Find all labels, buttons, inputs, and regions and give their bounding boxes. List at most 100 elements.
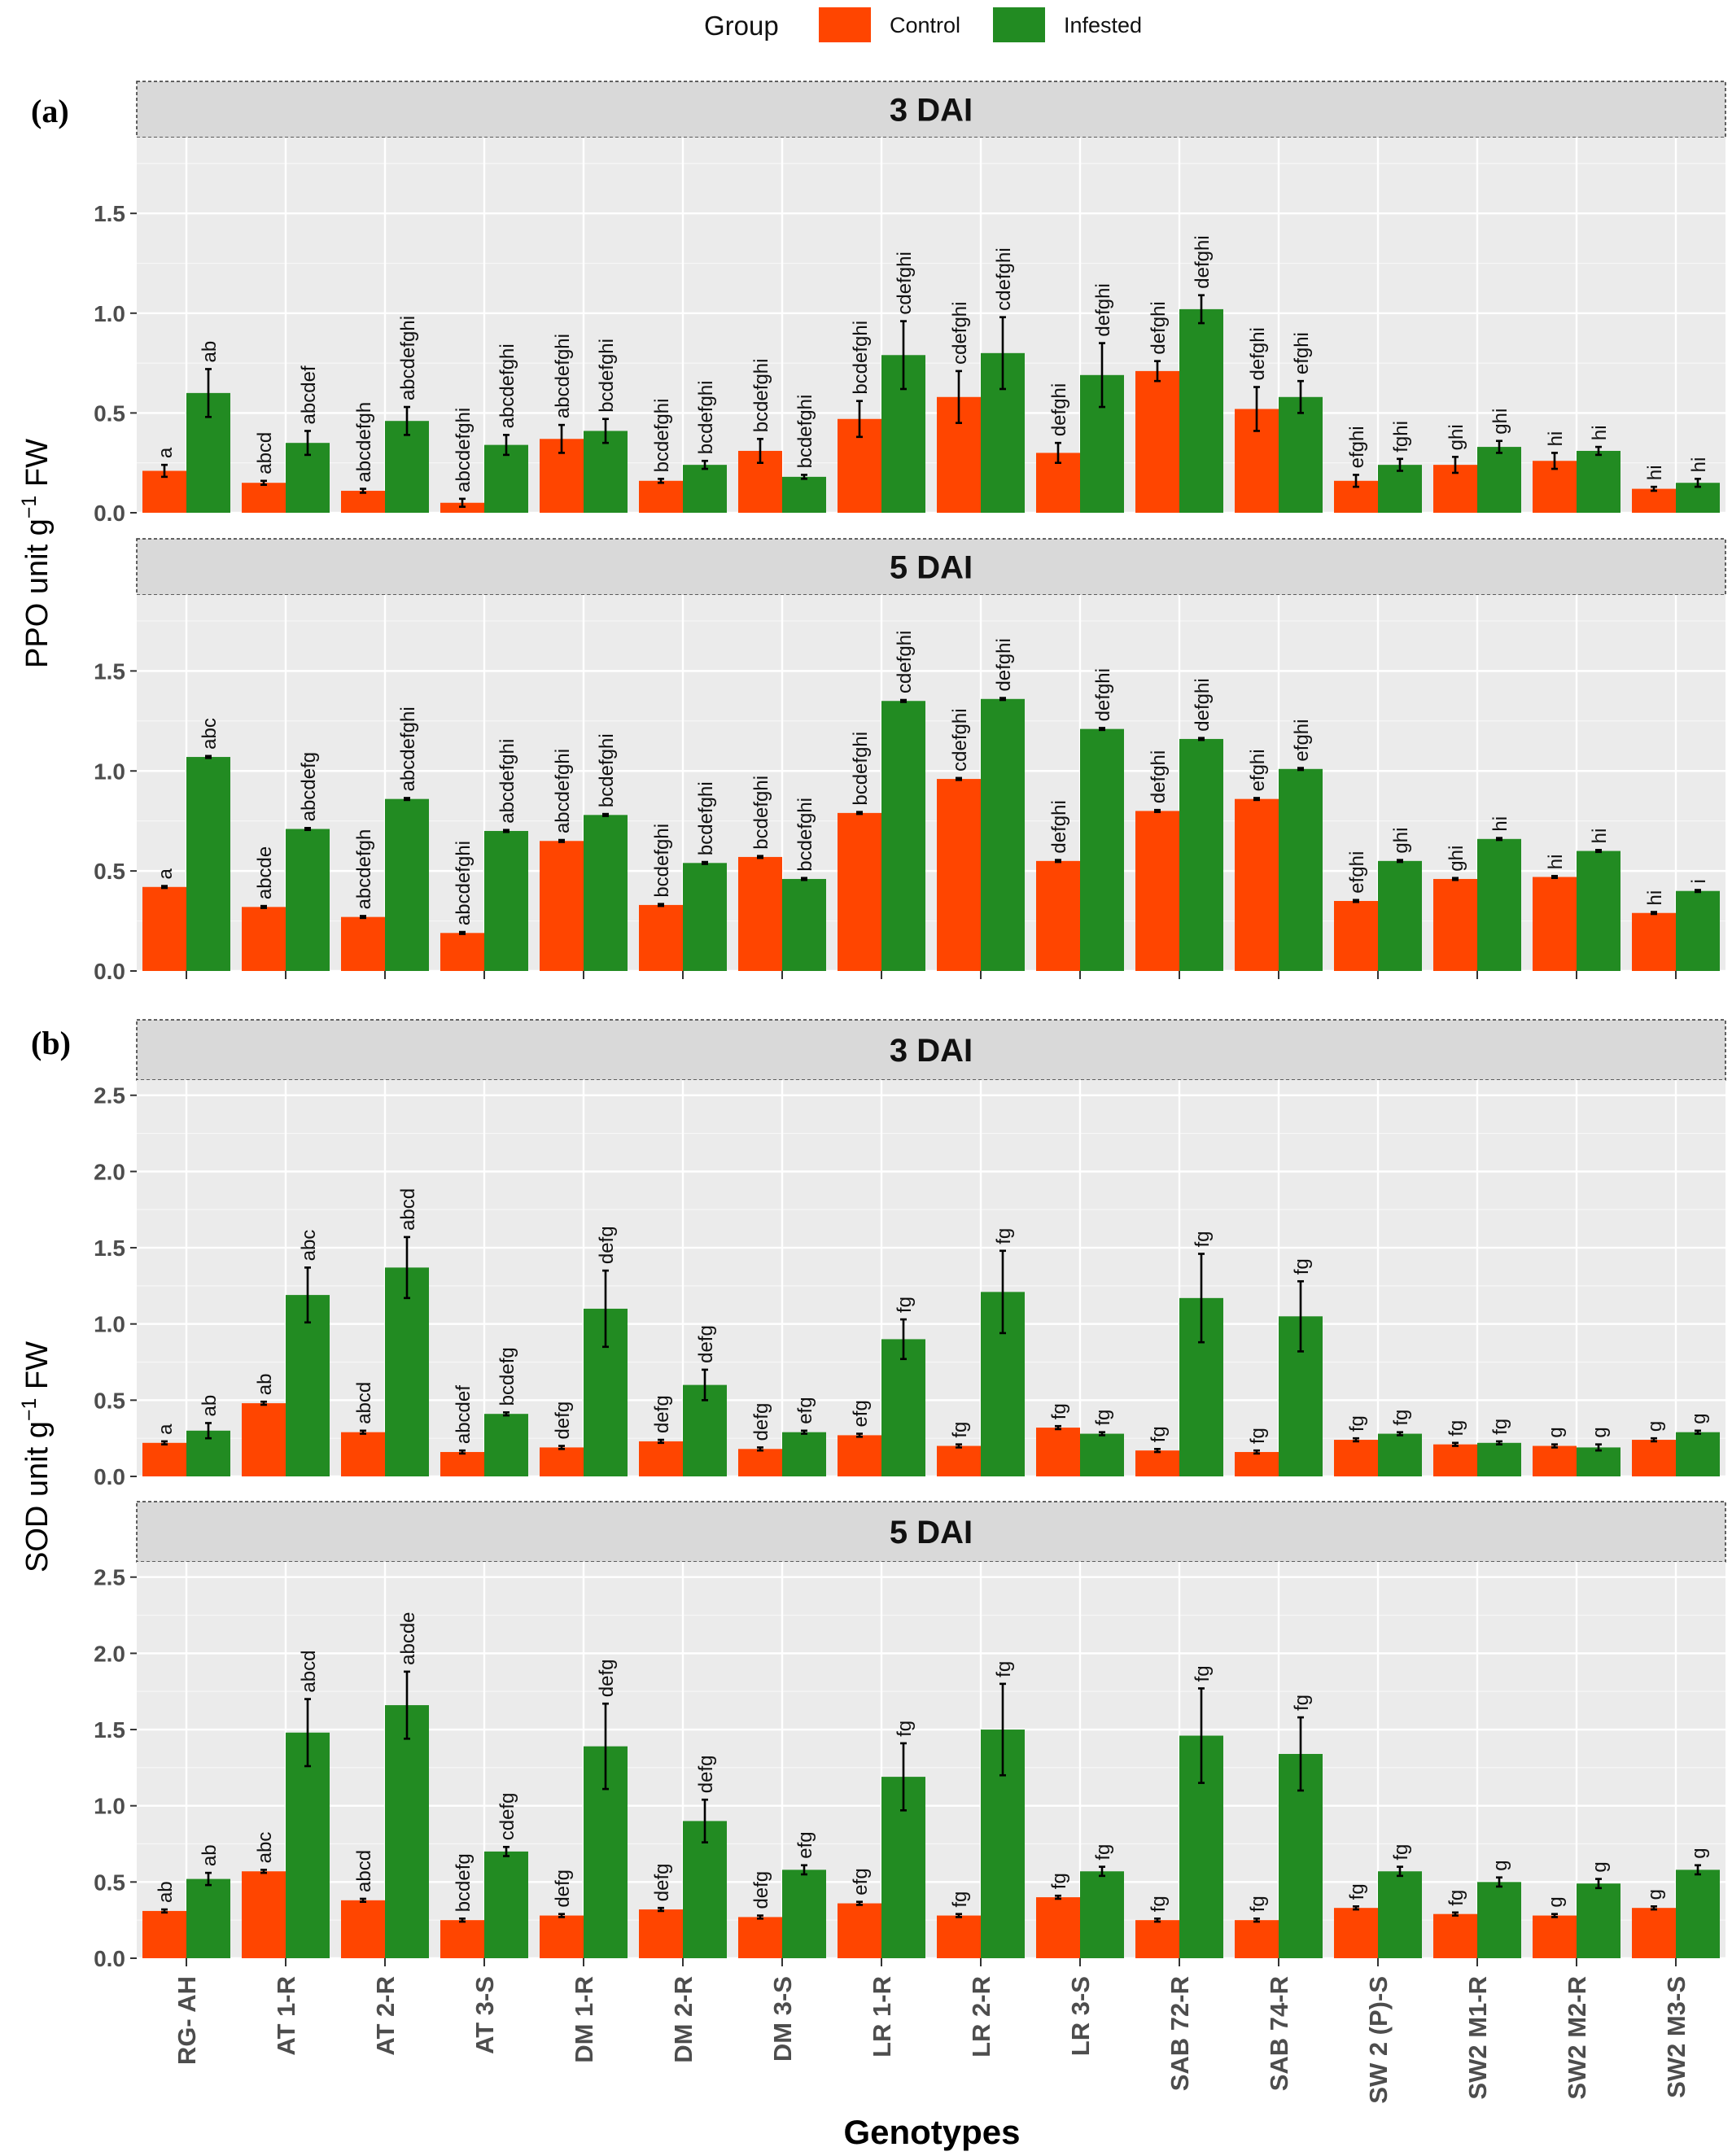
significance-letter: fg bbox=[1390, 1844, 1412, 1861]
x-tick-label: LR 1-R bbox=[868, 1976, 896, 2058]
bar-control-10 bbox=[1135, 370, 1179, 513]
bar-control-10 bbox=[1135, 1450, 1179, 1476]
significance-letter: ghi bbox=[1446, 424, 1467, 450]
bar-control-13 bbox=[1433, 1444, 1477, 1476]
significance-letter: abcde bbox=[254, 846, 276, 899]
significance-letter: defg bbox=[651, 1395, 673, 1433]
bar-control-0 bbox=[142, 1910, 186, 1958]
bar-infested-9 bbox=[1080, 1433, 1124, 1476]
significance-letter: fg bbox=[1092, 1844, 1114, 1861]
significance-letter: bcdefghi bbox=[651, 399, 673, 473]
bar-control-10 bbox=[1135, 811, 1179, 971]
bar-infested-12 bbox=[1378, 1433, 1422, 1476]
bar-infested-0 bbox=[186, 1878, 230, 1958]
bar-infested-15 bbox=[1676, 1432, 1720, 1476]
facet-sod-1: 5 DAI 0.0 0.5 1.0 1.5 2.0 2.5 ab abc abcd bcdefg de… bbox=[94, 1501, 1726, 1971]
significance-letter: g bbox=[1545, 1427, 1567, 1437]
significance-letter: fg bbox=[1048, 1403, 1070, 1419]
significance-letter: fg bbox=[949, 1422, 971, 1438]
significance-letter: defghi bbox=[1092, 283, 1114, 336]
bar-control-13 bbox=[1433, 878, 1477, 971]
significance-letter: bcdefghi bbox=[695, 781, 717, 855]
bar-infested-4 bbox=[584, 431, 628, 513]
facet-strip bbox=[136, 1019, 1726, 1081]
significance-letter: fg bbox=[1247, 1896, 1269, 1912]
bar-control-0 bbox=[142, 1442, 186, 1476]
significance-letter: bcdefghi bbox=[651, 824, 673, 898]
bar-infested-12 bbox=[1378, 860, 1422, 971]
bar-infested-6 bbox=[782, 878, 826, 971]
y-tick-label: 1.5 bbox=[94, 658, 125, 684]
significance-letter: defg bbox=[695, 1325, 717, 1363]
significance-letter: efghi bbox=[1247, 749, 1269, 791]
significance-letter: hi bbox=[1589, 829, 1611, 844]
bar-infested-13 bbox=[1477, 838, 1521, 971]
facet-title: 3 DAI bbox=[890, 1033, 973, 1069]
bar-infested-14 bbox=[1577, 450, 1620, 513]
y-tick-label: 1.0 bbox=[94, 301, 125, 326]
y-tick-label: 0.0 bbox=[94, 501, 125, 526]
significance-letter: hi bbox=[1545, 431, 1567, 447]
significance-letter: g bbox=[1589, 1427, 1611, 1437]
significance-letter: defghi bbox=[993, 638, 1015, 691]
x-axis-title: Genotypes bbox=[843, 2113, 1020, 2151]
significance-letter: cdefghi bbox=[949, 708, 971, 771]
bar-infested-15 bbox=[1676, 890, 1720, 971]
legend-label-infested: Infested bbox=[1064, 13, 1142, 37]
bar-control-5 bbox=[639, 904, 683, 971]
bar-control-9 bbox=[1036, 1897, 1080, 1958]
significance-letter: bcdefg bbox=[496, 1347, 518, 1406]
bar-control-14 bbox=[1533, 1915, 1577, 1958]
significance-letter: bcdefghi bbox=[750, 359, 772, 433]
bar-control-7 bbox=[838, 812, 881, 971]
significance-letter: cdefghi bbox=[949, 302, 971, 365]
bar-infested-14 bbox=[1577, 1447, 1620, 1476]
significance-letter: defghi bbox=[1192, 678, 1214, 731]
bar-infested-1 bbox=[286, 829, 330, 971]
bar-infested-1 bbox=[286, 1295, 330, 1476]
significance-letter: abcdef bbox=[298, 365, 320, 424]
bar-control-1 bbox=[242, 483, 286, 513]
bar-control-2 bbox=[341, 916, 385, 971]
bar-control-8 bbox=[937, 779, 981, 971]
facet-strip bbox=[136, 1501, 1726, 1563]
bar-control-8 bbox=[937, 1915, 981, 1958]
significance-letter: i bbox=[1688, 879, 1710, 883]
bar-infested-2 bbox=[385, 1705, 429, 1958]
significance-letter: abcd bbox=[254, 432, 276, 474]
bar-infested-14 bbox=[1577, 1883, 1620, 1958]
bar-control-3 bbox=[440, 933, 484, 971]
significance-letter: fg bbox=[1446, 1890, 1467, 1906]
y-tick-label: 0.0 bbox=[94, 959, 125, 984]
bar-infested-11 bbox=[1279, 396, 1323, 513]
significance-letter: abcdefghi bbox=[496, 343, 518, 428]
bar-infested-0 bbox=[186, 757, 230, 971]
legend-swatch-control bbox=[819, 7, 871, 42]
significance-letter: bcdefghi bbox=[750, 776, 772, 850]
significance-letter: defghi bbox=[1048, 800, 1070, 853]
legend-swatch-infested bbox=[993, 7, 1045, 42]
significance-letter: g bbox=[1644, 1889, 1666, 1900]
bar-infested-5 bbox=[683, 465, 727, 513]
y-tick-label: 1.5 bbox=[94, 1235, 125, 1261]
significance-letter: cdefg bbox=[496, 1793, 518, 1841]
bar-infested-13 bbox=[1477, 447, 1521, 513]
significance-letter: defg bbox=[552, 1870, 574, 1908]
x-tick-label: AT 2-R bbox=[371, 1976, 400, 2056]
significance-letter: defg bbox=[552, 1402, 574, 1440]
y-axis-title-ppo: PPO unit g−1 FW bbox=[18, 439, 55, 668]
significance-letter: abcdefg bbox=[298, 752, 320, 821]
bar-control-7 bbox=[838, 1903, 881, 1958]
significance-letter: efg bbox=[850, 1868, 872, 1895]
y-tick-label: 2.0 bbox=[94, 1159, 125, 1184]
significance-letter: cdefghi bbox=[894, 251, 916, 314]
significance-letter: bcdefg bbox=[453, 1853, 475, 1912]
significance-letter: ab bbox=[199, 1395, 221, 1417]
bar-infested-3 bbox=[484, 1414, 528, 1476]
facet-title: 5 DAI bbox=[890, 1515, 973, 1550]
significance-letter: defg bbox=[596, 1659, 618, 1697]
panel-tag-a: (a) bbox=[31, 93, 69, 129]
y-tick-label: 0.0 bbox=[94, 1464, 125, 1489]
bar-infested-7 bbox=[881, 701, 925, 971]
bar-infested-5 bbox=[683, 863, 727, 971]
